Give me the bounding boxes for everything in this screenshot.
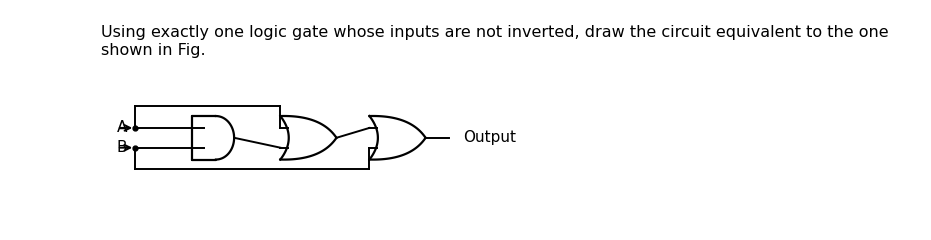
- Text: B: B: [116, 140, 127, 155]
- Text: Using exactly one logic gate whose inputs are not inverted, draw the circuit equ: Using exactly one logic gate whose input…: [101, 25, 889, 58]
- Text: A: A: [116, 120, 127, 135]
- Text: Output: Output: [464, 130, 517, 145]
